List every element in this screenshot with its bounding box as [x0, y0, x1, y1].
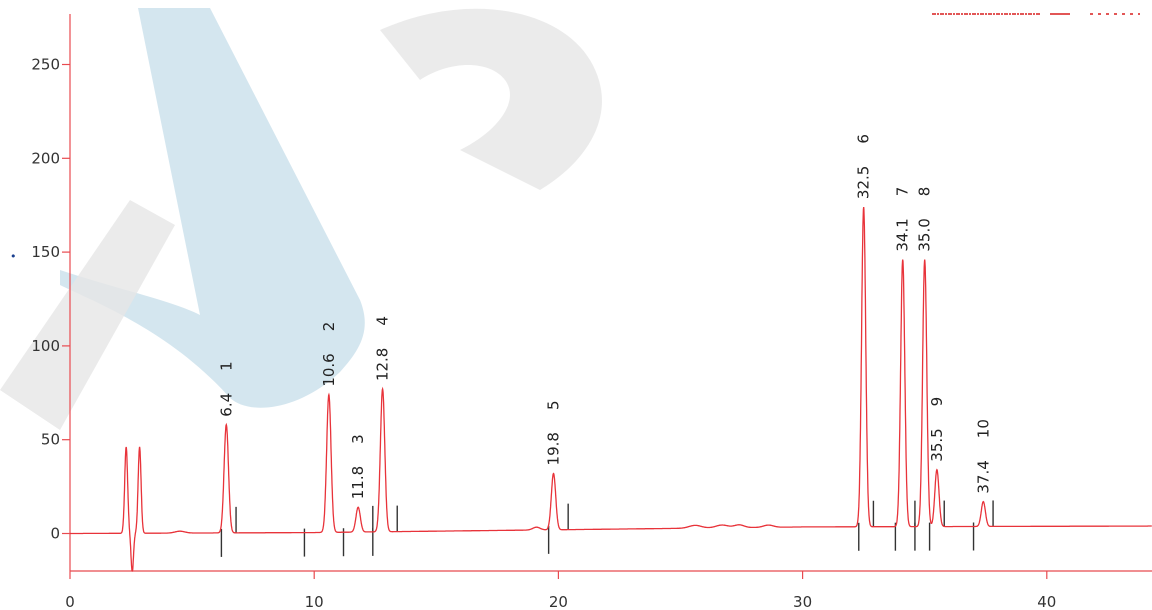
chromatogram-trace: [70, 207, 1152, 572]
peak-rt-label-7: 34.1: [894, 218, 912, 251]
peak-rt-label-6: 32.5: [855, 166, 873, 199]
peak-id-label-6: 6: [855, 134, 873, 144]
peak-rt-label-5: 19.8: [545, 432, 563, 465]
y-tick-label-250: 250: [31, 56, 60, 74]
peak-id-label-4: 4: [374, 316, 392, 326]
y-tick-label-0: 0: [50, 525, 60, 543]
peak-id-label-1: 1: [217, 361, 235, 371]
peak-id-label-9: 9: [928, 397, 946, 407]
watermark-gray-shape: [380, 8, 602, 190]
x-tick-label-20: 20: [549, 593, 568, 610]
integration-marks: [220, 500, 994, 557]
x-tick-label-10: 10: [305, 593, 324, 610]
peak-rt-label-3: 11.8: [349, 466, 367, 499]
peak-rt-label-10: 37.4: [974, 460, 992, 493]
watermark-blue-shape: [60, 8, 365, 408]
x-tick-label-40: 40: [1037, 593, 1056, 610]
peak-labels: 6.4 1 10.6 2 11.8 3 12.8 4 19.8 5 32.5 6 34.1 7 35.0 8 3…: [217, 134, 992, 499]
peak-rt-label-4: 12.8: [374, 348, 392, 381]
y-tick-label-50: 50: [41, 431, 60, 449]
y-tick-label-150: 150: [31, 243, 60, 261]
watermark-logo: [0, 8, 602, 430]
y-axis-side-marker: •: [10, 250, 17, 263]
y-tick-label-200: 200: [31, 149, 60, 167]
peak-rt-label-8: 35.0: [916, 218, 934, 251]
x-tick-label-30: 30: [793, 593, 812, 610]
y-tick-label-100: 100: [31, 337, 60, 355]
watermark-gray-stroke: [0, 200, 175, 430]
chart-axes: 0 50 100 150 200 250 0 10 20 30 40: [31, 14, 1152, 610]
peak-id-label-2: 2: [320, 322, 338, 332]
peak-rt-label-1: 6.4: [217, 393, 235, 417]
peak-rt-label-9: 35.5: [928, 428, 946, 461]
peak-id-label-7: 7: [894, 187, 912, 197]
peak-id-label-8: 8: [916, 187, 934, 197]
peak-id-label-3: 3: [349, 434, 367, 444]
peak-id-label-5: 5: [545, 401, 563, 411]
peak-rt-label-2: 10.6: [320, 353, 338, 386]
x-tick-label-0: 0: [65, 593, 75, 610]
peak-id-label-10: 10: [974, 419, 992, 438]
